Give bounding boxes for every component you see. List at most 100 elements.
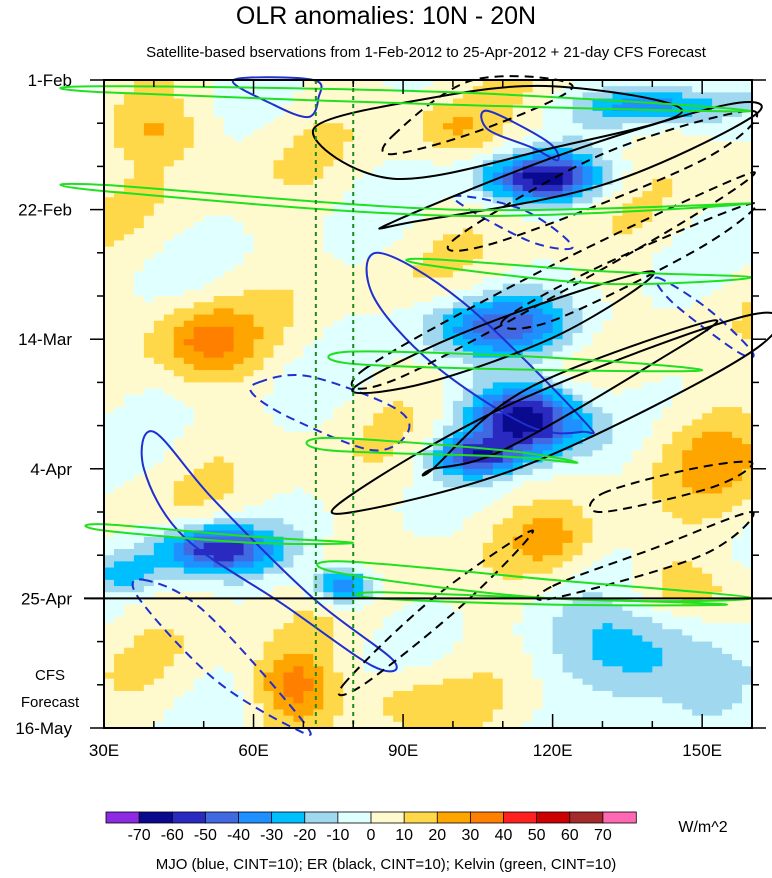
heatmap-cell bbox=[682, 376, 693, 383]
heatmap-cell bbox=[732, 98, 743, 106]
heatmap-cell bbox=[732, 308, 743, 316]
heatmap-cell bbox=[423, 129, 434, 137]
heatmap-cell bbox=[492, 154, 504, 161]
heatmap-cell bbox=[632, 296, 643, 303]
heatmap-cell bbox=[682, 394, 693, 402]
heatmap-cell bbox=[602, 419, 613, 427]
heatmap-cell bbox=[173, 129, 185, 137]
heatmap-cell bbox=[702, 296, 713, 303]
heatmap-cell bbox=[622, 382, 633, 390]
heatmap-cell bbox=[712, 209, 723, 217]
heatmap-cell bbox=[113, 462, 125, 470]
heatmap-cell bbox=[732, 221, 743, 229]
heatmap-cell bbox=[602, 518, 613, 525]
heatmap-cell bbox=[572, 419, 584, 427]
heatmap-cell bbox=[702, 129, 713, 137]
heatmap-cell bbox=[303, 240, 314, 248]
heatmap-cell bbox=[712, 339, 723, 346]
heatmap-cell bbox=[423, 234, 434, 241]
heatmap-cell bbox=[193, 450, 205, 457]
heatmap-cell bbox=[243, 468, 255, 476]
heatmap-cell bbox=[482, 246, 494, 254]
heatmap-cell bbox=[153, 117, 165, 124]
heatmap-cell bbox=[253, 413, 265, 420]
heatmap-cell bbox=[363, 518, 374, 525]
heatmap-cell bbox=[283, 209, 294, 217]
heatmap-cell bbox=[542, 308, 554, 316]
heatmap-cell bbox=[702, 221, 713, 229]
heatmap-cell bbox=[333, 444, 344, 451]
heatmap-cell bbox=[233, 462, 245, 470]
heatmap-cell bbox=[313, 135, 324, 143]
heatmap-cell bbox=[582, 351, 593, 359]
heatmap-cell bbox=[223, 419, 235, 427]
heatmap-cell bbox=[403, 265, 414, 272]
heatmap-cell bbox=[253, 129, 265, 137]
heatmap-cell bbox=[432, 512, 444, 519]
heatmap-cell bbox=[542, 481, 554, 488]
heatmap-cell bbox=[522, 117, 534, 124]
heatmap-cell bbox=[532, 191, 544, 198]
heatmap-cell bbox=[423, 518, 434, 525]
heatmap-cell bbox=[502, 357, 514, 365]
heatmap-cell bbox=[552, 246, 564, 254]
heatmap-cell bbox=[253, 277, 265, 285]
heatmap-cell bbox=[173, 154, 185, 161]
heatmap-cell bbox=[253, 147, 265, 155]
heatmap-cell bbox=[163, 536, 175, 544]
heatmap-cell bbox=[313, 505, 324, 513]
heatmap-cell bbox=[213, 98, 225, 106]
heatmap-cell bbox=[482, 123, 494, 130]
heatmap-cell bbox=[572, 178, 584, 186]
heatmap-cell bbox=[692, 481, 703, 488]
heatmap-cell bbox=[313, 493, 324, 501]
heatmap-cell bbox=[632, 536, 643, 544]
heatmap-cell bbox=[532, 271, 544, 278]
heatmap-cell bbox=[243, 394, 255, 402]
heatmap-cell bbox=[742, 345, 753, 353]
heatmap-cell bbox=[522, 437, 534, 445]
heatmap-cell bbox=[253, 240, 265, 248]
heatmap-cell bbox=[482, 80, 494, 87]
heatmap-cell bbox=[403, 110, 414, 118]
heatmap-cell bbox=[203, 166, 215, 174]
heatmap-cell bbox=[472, 357, 484, 365]
heatmap-cell bbox=[642, 246, 653, 254]
heatmap-cell bbox=[572, 289, 584, 297]
heatmap-cell bbox=[462, 203, 474, 211]
heatmap-cell bbox=[642, 431, 653, 439]
heatmap-cell bbox=[203, 425, 215, 433]
heatmap-cell bbox=[173, 481, 185, 488]
heatmap-cell bbox=[403, 536, 414, 544]
heatmap-cell bbox=[303, 98, 314, 106]
heatmap-cell bbox=[373, 518, 384, 525]
heatmap-cell bbox=[732, 92, 743, 100]
heatmap-cell bbox=[423, 302, 434, 309]
heatmap-cell bbox=[672, 456, 683, 464]
heatmap-cell bbox=[133, 197, 145, 204]
heatmap-cell bbox=[442, 98, 454, 106]
heatmap-cell bbox=[722, 505, 733, 513]
heatmap-cell bbox=[233, 407, 245, 414]
heatmap-cell bbox=[662, 258, 673, 266]
heatmap-cell bbox=[632, 345, 643, 353]
heatmap-cell bbox=[622, 147, 633, 155]
heatmap-cell bbox=[532, 444, 544, 451]
heatmap-cell bbox=[522, 394, 534, 402]
heatmap-cell bbox=[652, 123, 663, 130]
heatmap-cell bbox=[133, 382, 145, 390]
heatmap-cell bbox=[552, 462, 564, 470]
heatmap-cell bbox=[123, 178, 135, 186]
heatmap-cell bbox=[742, 166, 753, 174]
heatmap-cell bbox=[652, 376, 663, 383]
heatmap-cell bbox=[183, 178, 195, 186]
heatmap-cell bbox=[133, 86, 145, 93]
heatmap-cell bbox=[104, 530, 115, 538]
heatmap-cell bbox=[313, 246, 324, 254]
heatmap-cell bbox=[652, 197, 663, 204]
heatmap-cell bbox=[702, 314, 713, 322]
heatmap-cell bbox=[712, 221, 723, 229]
heatmap-cell bbox=[502, 86, 514, 93]
heatmap-cell bbox=[283, 474, 294, 482]
heatmap-cell bbox=[413, 487, 424, 494]
